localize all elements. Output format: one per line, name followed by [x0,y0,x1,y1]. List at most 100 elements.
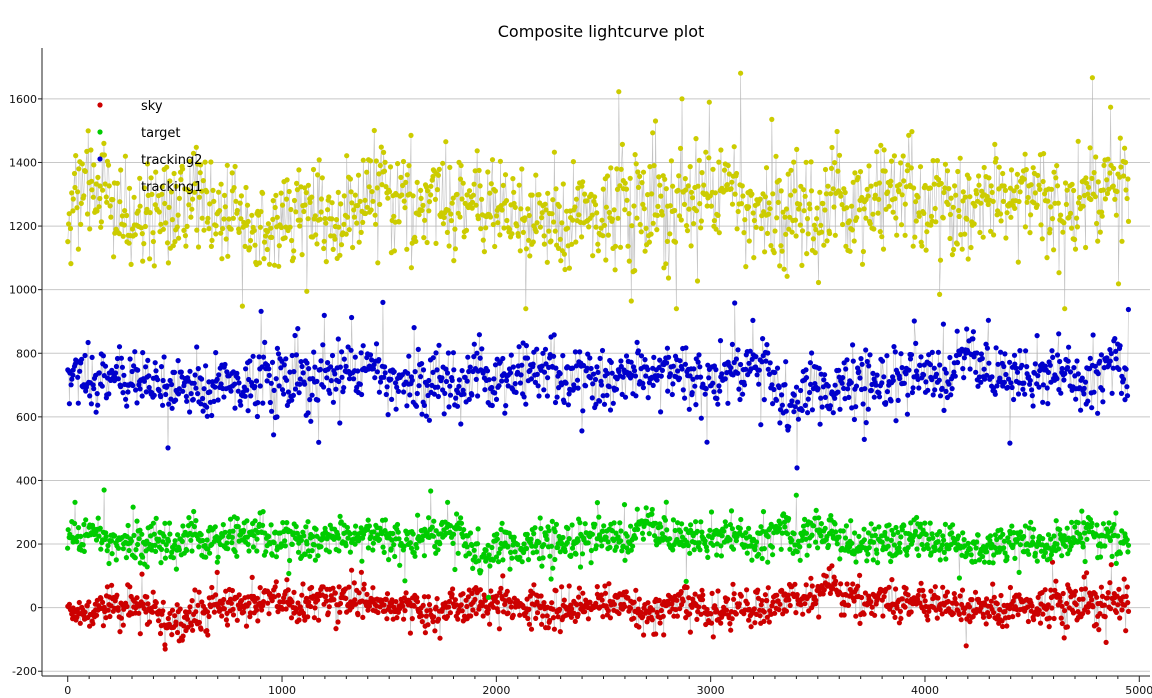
data-point [1036,607,1042,614]
data-point [1065,358,1071,364]
data-point [579,183,585,189]
data-point [315,172,321,178]
data-point [1011,352,1018,358]
data-point [650,130,656,136]
data-point [654,377,660,383]
data-point [69,376,75,382]
data-point [718,553,725,559]
data-point [1109,553,1115,560]
data-point [300,581,306,587]
data-point [172,239,178,245]
data-point [959,587,966,593]
data-point [772,610,778,616]
data-point [360,343,366,349]
data-point [108,538,115,544]
data-point [337,252,343,258]
data-point [272,584,278,590]
data-point [152,202,158,208]
data-point [274,414,280,420]
data-point [774,592,780,598]
data-point [966,604,973,610]
data-point [502,410,508,416]
data-point [771,386,777,393]
data-point [187,409,193,415]
data-point [219,256,225,262]
data-point [799,407,805,413]
data-point [539,363,545,369]
data-point [552,399,559,406]
data-point [439,375,445,381]
data-point [214,559,220,565]
data-point [307,397,313,403]
data-point [868,521,874,527]
data-point [418,187,424,193]
data-point [480,613,486,619]
data-point [258,209,264,215]
data-point [313,526,319,532]
data-point [622,180,628,186]
data-point [104,548,110,554]
data-point [735,370,741,376]
data-point [1089,405,1095,411]
data-point [960,530,966,536]
data-point [952,595,958,602]
data-point [750,317,756,323]
data-point [653,520,659,526]
data-point [404,172,410,178]
data-point [311,349,317,355]
data-point [640,614,646,620]
data-point [601,401,608,407]
data-point [1072,588,1079,594]
data-point [739,183,745,189]
data-point [408,132,414,138]
data-point [995,613,1001,619]
data-point [164,383,170,389]
data-point [688,189,695,195]
data-point [1007,359,1013,365]
data-point [932,544,938,551]
data-point [275,351,282,357]
data-point [510,176,516,182]
data-point [525,206,531,212]
data-point [325,207,331,213]
data-point [953,601,960,607]
data-point [1016,569,1022,576]
data-point [886,584,892,590]
data-point [1000,623,1006,630]
data-point [1064,525,1070,531]
data-point [1117,550,1123,556]
data-point [979,553,986,560]
data-point [941,407,947,413]
data-point [1107,347,1113,353]
data-point [776,384,782,391]
data-point [1090,604,1096,610]
data-point [301,533,307,539]
data-point [195,366,201,372]
data-point [678,589,684,595]
data-point [416,383,422,389]
data-point [338,242,345,248]
data-point [544,536,550,543]
data-point [120,390,126,396]
data-point [519,559,525,565]
data-point [958,617,964,623]
data-point [421,553,427,559]
data-point [1062,543,1069,550]
data-point [349,314,355,321]
data-point [753,539,760,545]
data-point [1001,538,1008,544]
data-point [156,209,162,215]
data-point [1023,348,1029,354]
series-tracking2 [65,299,1131,471]
data-point [553,365,559,371]
data-point [488,588,494,594]
data-point [458,520,465,526]
data-point [766,200,772,206]
data-point [289,541,295,548]
data-point [160,402,166,408]
data-point [320,342,326,348]
data-point [75,374,81,380]
data-point [430,619,436,625]
data-point [811,523,817,529]
data-point [679,366,685,372]
